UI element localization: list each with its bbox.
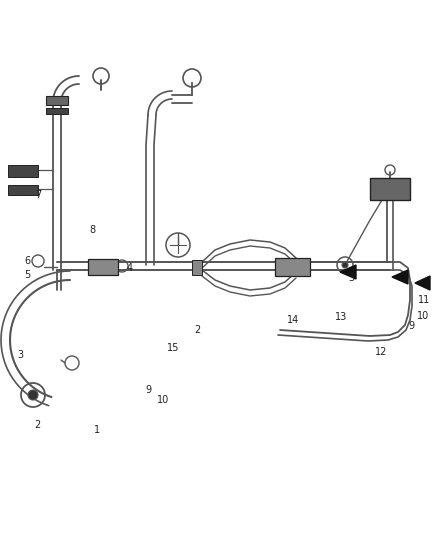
Text: 15: 15 (167, 343, 179, 353)
Polygon shape (415, 276, 430, 290)
Bar (370, 178, 410, 200)
Text: 7: 7 (35, 190, 41, 200)
Text: 11: 11 (418, 295, 430, 305)
Text: 2: 2 (34, 420, 40, 430)
Text: 5: 5 (24, 270, 30, 280)
Text: 10: 10 (157, 395, 169, 405)
Text: 12: 12 (375, 347, 387, 357)
Text: 9: 9 (145, 385, 151, 395)
Text: 3: 3 (17, 350, 23, 360)
Bar (8, 165, 38, 177)
Bar (192, 260, 202, 275)
Text: 1: 1 (94, 425, 100, 435)
Polygon shape (340, 265, 356, 279)
Bar (46, 96, 68, 105)
Text: 14: 14 (287, 315, 299, 325)
Bar (275, 258, 310, 276)
Bar (46, 108, 68, 114)
Text: 4: 4 (127, 263, 133, 273)
Text: 10: 10 (417, 311, 429, 321)
Text: 2: 2 (194, 325, 200, 335)
Circle shape (342, 262, 348, 268)
Bar (88, 259, 118, 275)
Circle shape (28, 390, 38, 400)
Text: 6: 6 (24, 256, 30, 266)
Text: 9: 9 (408, 321, 414, 331)
Text: 13: 13 (335, 312, 347, 322)
Text: 3: 3 (348, 273, 354, 283)
Polygon shape (392, 270, 408, 284)
Text: 8: 8 (89, 225, 95, 235)
Bar (8, 185, 38, 195)
